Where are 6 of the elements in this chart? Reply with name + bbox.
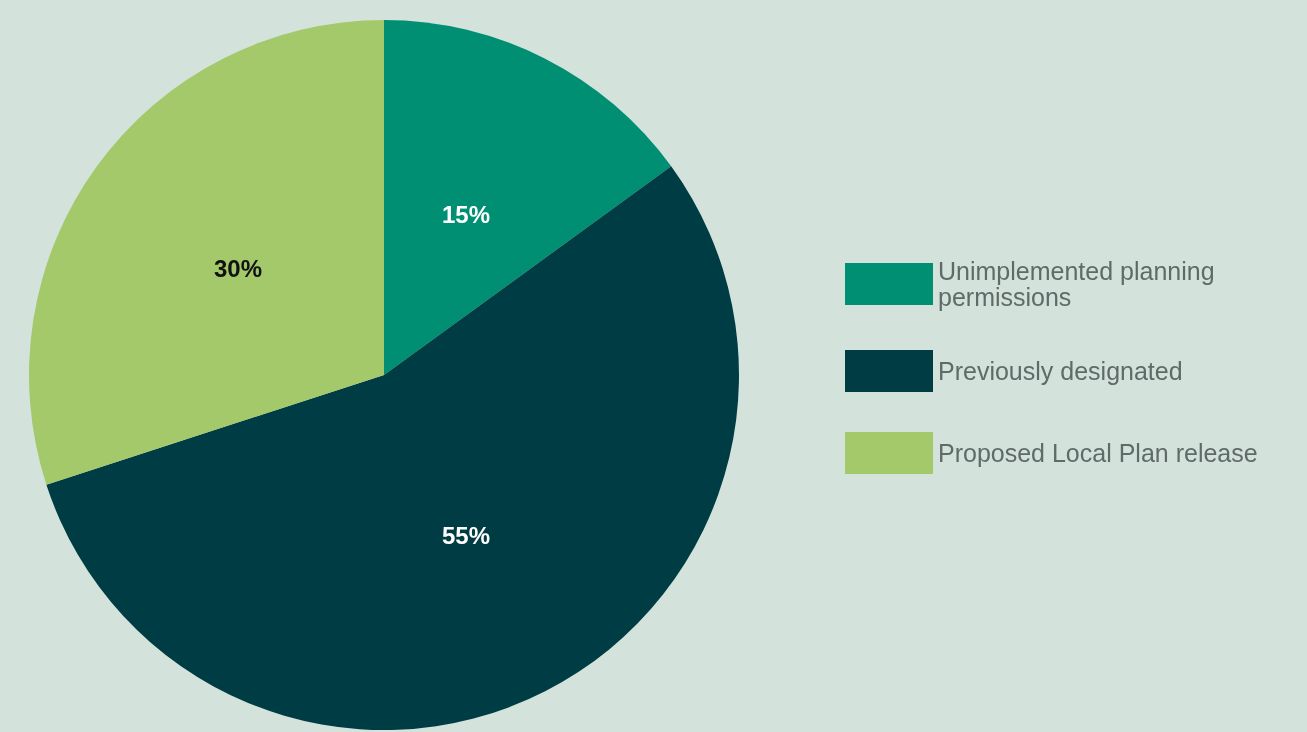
data-label: 30% xyxy=(213,255,262,283)
legend-label: Unimplemented planning permissions xyxy=(938,257,1222,311)
data-label: 15% xyxy=(441,200,490,228)
legend-label: Proposed Local Plan release xyxy=(938,439,1258,467)
legend-label: Previously designated xyxy=(938,357,1183,385)
data-label: 55% xyxy=(441,522,490,550)
